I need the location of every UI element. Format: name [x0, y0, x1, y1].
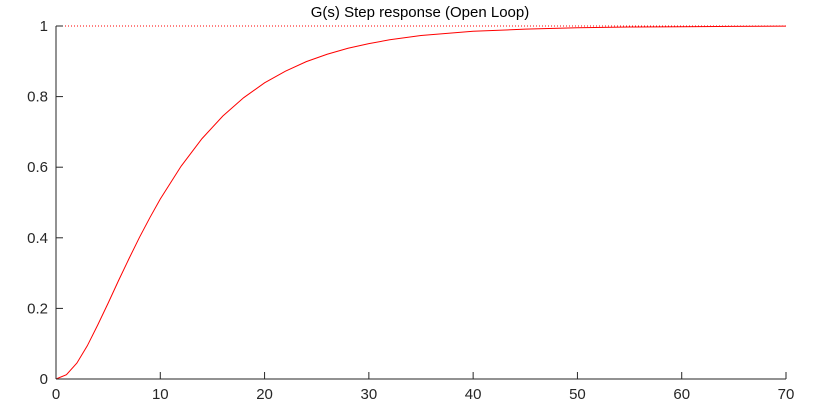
x-tick-label: 10	[152, 386, 169, 403]
x-tick-label: 60	[673, 386, 690, 403]
y-tick-label: 0.2	[27, 300, 48, 317]
x-tick-label: 30	[361, 386, 378, 403]
x-tick-label: 20	[256, 386, 273, 403]
plot-background	[56, 26, 786, 379]
axes-layer: 0 10 20 30 40 50 60 70 0 0.2 0.4 0.6 0.8 1	[27, 18, 794, 403]
y-tick-label: 0.6	[27, 159, 48, 176]
step-response-line	[55, 25, 787, 380]
x-tick-label: 50	[569, 386, 586, 403]
chart-title: G(s) Step response (Open Loop)	[311, 4, 529, 21]
plot-area	[56, 26, 786, 379]
y-tick-label: 1	[40, 18, 48, 35]
y-tick-label: 0.8	[27, 89, 48, 106]
x-tick-label: 40	[465, 386, 482, 403]
y-tick-label: 0.4	[27, 230, 48, 247]
series-layer	[55, 25, 787, 380]
x-tick-label: 0	[52, 386, 60, 403]
y-tick-label: 0	[40, 371, 48, 388]
x-tick-label: 70	[778, 386, 795, 403]
